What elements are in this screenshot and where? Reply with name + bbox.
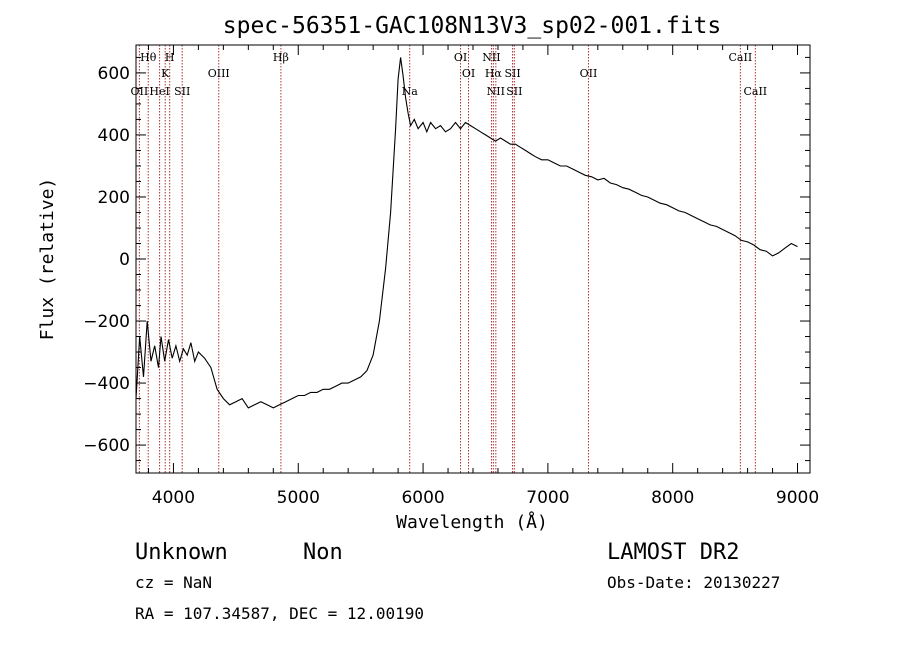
spectral-line-label: OII	[580, 67, 598, 80]
chart-title: spec-56351-GAC108N13V3_sp02-001.fits	[223, 13, 722, 39]
spectral-line-markers	[138, 45, 756, 473]
spectral-line-label: Hθ	[140, 51, 157, 64]
x-axis-ticks: 4000 5000 6000 7000 8000 9000	[147, 45, 819, 508]
spectral-line-label: SII	[174, 85, 190, 98]
obs-date: Obs-Date: 20130227	[607, 573, 780, 592]
spectral-line-label: OI	[454, 51, 467, 64]
y-tick-label: −200	[83, 312, 130, 332]
object-class: Unknown	[135, 540, 228, 565]
spectral-line-label: Hβ	[273, 51, 289, 64]
spectral-line-label: SII	[504, 67, 520, 80]
redshift-cz: cz = NaN	[135, 573, 212, 592]
spectral-line-label: H	[165, 51, 175, 64]
y-tick-label: 600	[98, 64, 130, 84]
x-tick-label: 5000	[277, 488, 320, 508]
spectral-line-label: NII	[482, 51, 500, 64]
spectral-line-label: K	[161, 67, 170, 80]
spectrum-line	[135, 57, 798, 409]
x-tick-label: 9000	[776, 488, 819, 508]
spectral-line-label: CaII	[729, 51, 753, 64]
x-tick-label: 4000	[152, 488, 195, 508]
y-axis-label: Flux (relative)	[37, 178, 58, 341]
x-tick-label: 8000	[651, 488, 694, 508]
spectral-line-label: HeI	[149, 85, 169, 98]
ra-dec: RA = 107.34587, DEC = 12.00190	[135, 604, 424, 623]
y-tick-label: −600	[83, 436, 130, 456]
plot-frame	[135, 44, 811, 474]
spectral-line-label: CaII	[743, 85, 767, 98]
y-tick-label: 400	[98, 126, 130, 146]
y-tick-label: 0	[119, 250, 130, 270]
spectral-line-label: NII	[487, 85, 505, 98]
survey-name: LAMOST DR2	[607, 540, 739, 565]
y-axis-ticks: −600 −400 −200 0 200 400 600	[83, 56, 810, 462]
spectral-line-label: SII	[506, 85, 522, 98]
x-tick-label: 6000	[401, 488, 444, 508]
object-subclass: Non	[303, 540, 343, 565]
spectral-line-label: OII	[131, 85, 149, 98]
y-tick-label: 200	[98, 188, 130, 208]
x-axis-label: Wavelength (Å)	[396, 511, 548, 533]
y-tick-label: −400	[83, 374, 130, 394]
spectral-line-label: OIII	[208, 67, 230, 80]
x-tick-label: 7000	[526, 488, 569, 508]
spectral-line-label: OI	[462, 67, 475, 80]
spectral-line-label: Hα	[485, 67, 503, 80]
